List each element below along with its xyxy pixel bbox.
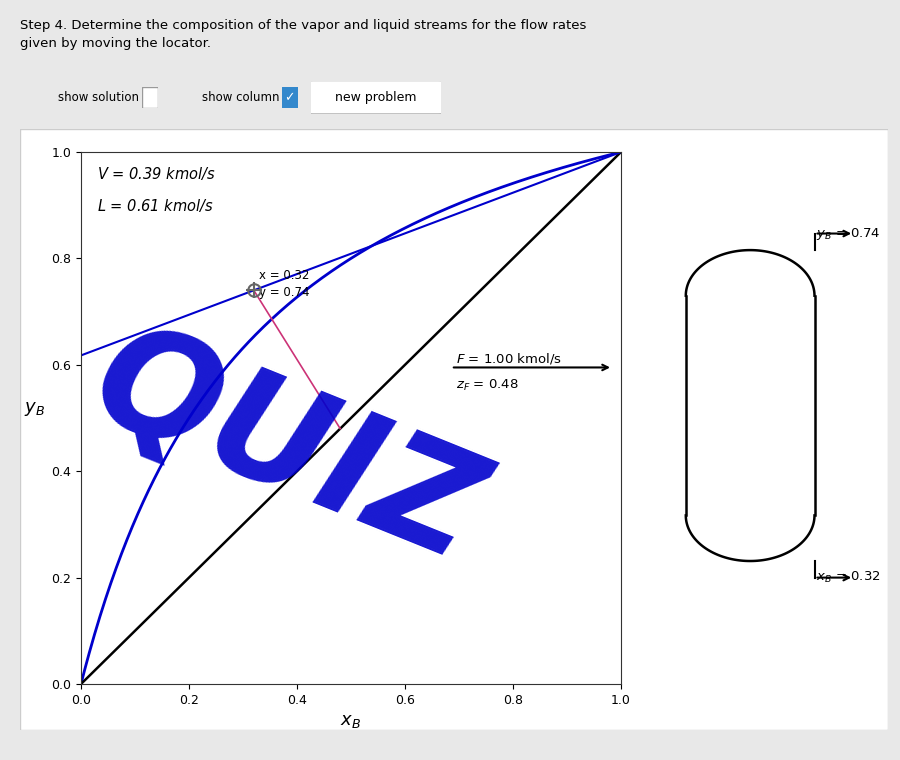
Text: QUIZ: QUIZ [73, 309, 500, 591]
Text: $F$ = 1.00 kmol/s: $F$ = 1.00 kmol/s [456, 351, 562, 366]
Y-axis label: $y_B$: $y_B$ [24, 400, 45, 418]
X-axis label: $x_B$: $x_B$ [340, 712, 362, 730]
Text: $L$ = 0.61 kmol/s: $L$ = 0.61 kmol/s [97, 198, 214, 214]
Text: new problem: new problem [335, 90, 417, 104]
Text: $V$ = 0.39 kmol/s: $V$ = 0.39 kmol/s [97, 166, 216, 182]
Text: y = 0.74: y = 0.74 [259, 286, 310, 299]
Text: x = 0.32: x = 0.32 [259, 268, 310, 282]
Text: Step 4. Determine the composition of the vapor and liquid streams for the flow r: Step 4. Determine the composition of the… [20, 19, 586, 50]
FancyBboxPatch shape [307, 81, 445, 114]
Text: $x_B$ = 0.32: $x_B$ = 0.32 [816, 570, 881, 585]
Text: ✓: ✓ [284, 90, 295, 104]
Text: $z_F$ = 0.48: $z_F$ = 0.48 [456, 378, 519, 393]
Text: show solution: show solution [58, 90, 140, 104]
Text: $y_B$ = 0.74: $y_B$ = 0.74 [816, 226, 880, 242]
Text: show column: show column [202, 90, 279, 104]
